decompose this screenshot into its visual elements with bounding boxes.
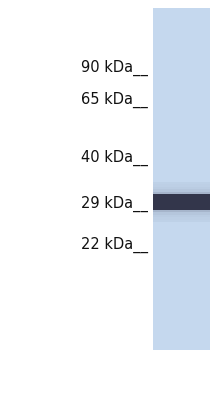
- Text: 29 kDa__: 29 kDa__: [81, 196, 148, 212]
- Bar: [153, 217, 210, 220]
- Bar: [153, 8, 210, 350]
- Bar: [153, 192, 210, 194]
- Text: 22 kDa__: 22 kDa__: [81, 237, 148, 253]
- Bar: [153, 210, 210, 212]
- Bar: [153, 182, 210, 184]
- Bar: [153, 220, 210, 222]
- Bar: [153, 190, 210, 192]
- Bar: [153, 184, 210, 187]
- Bar: [153, 194, 210, 210]
- Text: 90 kDa__: 90 kDa__: [81, 60, 148, 76]
- Bar: [153, 212, 210, 214]
- Text: 40 kDa__: 40 kDa__: [81, 150, 148, 166]
- Bar: [153, 187, 210, 190]
- Bar: [153, 214, 210, 217]
- Text: 65 kDa__: 65 kDa__: [81, 92, 148, 108]
